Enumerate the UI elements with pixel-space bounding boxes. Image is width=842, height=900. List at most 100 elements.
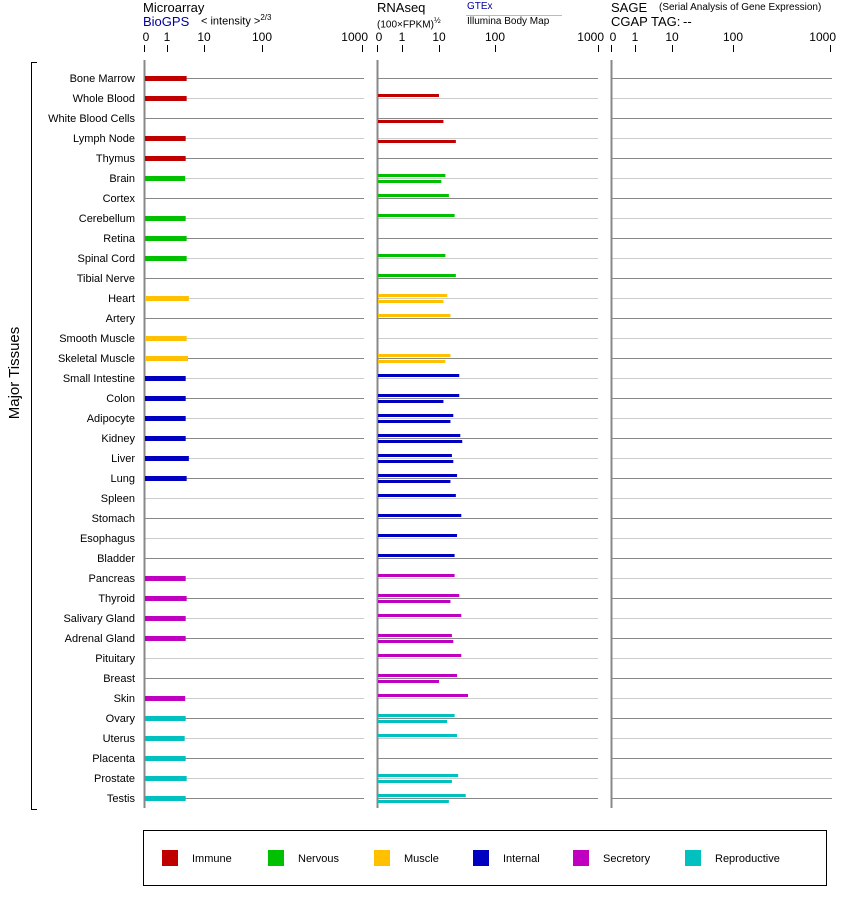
tissue-label: Spinal Cord bbox=[78, 253, 135, 265]
divider bbox=[466, 15, 562, 16]
microarray-bar bbox=[145, 156, 186, 161]
illumina-bar bbox=[378, 140, 456, 143]
illumina-bar bbox=[378, 120, 444, 123]
tick-label: 100 bbox=[485, 30, 505, 44]
tissue-label: Thyroid bbox=[98, 593, 135, 605]
tick-label: 1000 bbox=[341, 30, 368, 44]
biogps-link[interactable]: BioGPS bbox=[143, 14, 190, 29]
legend-swatch bbox=[473, 850, 489, 866]
legend-swatch bbox=[374, 850, 390, 866]
tissue-label: Breast bbox=[103, 673, 135, 685]
gtex-bar bbox=[378, 594, 460, 597]
gtex-bar bbox=[378, 694, 469, 697]
tissue-label: Tibial Nerve bbox=[77, 273, 135, 285]
tissue-label: Thymus bbox=[96, 153, 136, 165]
illumina-bar bbox=[378, 300, 444, 303]
microarray-bar bbox=[145, 736, 185, 741]
tissue-label: Pituitary bbox=[95, 653, 135, 665]
tissue-label: Smooth Muscle bbox=[59, 333, 135, 345]
gtex-bar bbox=[378, 454, 452, 457]
tick-label: 1000 bbox=[809, 30, 836, 44]
tick-label: 10 bbox=[665, 30, 679, 44]
microarray-bar bbox=[145, 76, 187, 81]
illumina-bar bbox=[378, 420, 451, 423]
tissue-label: Small Intestine bbox=[63, 373, 135, 385]
gtex-bar bbox=[378, 474, 458, 477]
microarray-bar bbox=[145, 376, 186, 381]
tissue-label: Cortex bbox=[103, 193, 136, 205]
gtex-bar bbox=[378, 394, 460, 397]
legend-label: Internal bbox=[503, 853, 540, 865]
tissue-label: Stomach bbox=[92, 513, 135, 525]
tissue-label: Skeletal Muscle bbox=[58, 353, 135, 365]
gtex-bar bbox=[378, 274, 456, 277]
gtex-bar bbox=[378, 554, 455, 557]
legend-box bbox=[143, 830, 827, 886]
microarray-bar bbox=[145, 716, 186, 721]
rnaseq-title: RNAseq bbox=[377, 0, 426, 15]
tick-label: 1 bbox=[164, 30, 171, 44]
legend-label: Nervous bbox=[298, 853, 339, 865]
gtex-bar bbox=[378, 354, 451, 357]
tissue-label: Salivary Gland bbox=[63, 613, 135, 625]
y-axis-label: Major Tissues bbox=[6, 327, 23, 420]
tissue-label: Whole Blood bbox=[73, 93, 135, 105]
microarray-bar bbox=[145, 336, 187, 341]
tick-label: 10 bbox=[432, 30, 446, 44]
tissue-label: White Blood Cells bbox=[48, 113, 135, 125]
gtex-bar bbox=[378, 214, 455, 217]
gtex-bar bbox=[378, 494, 456, 497]
microarray-bar bbox=[145, 776, 187, 781]
illumina-bar bbox=[378, 680, 439, 683]
illumina-bar bbox=[378, 800, 449, 803]
tissue-label: Adrenal Gland bbox=[65, 633, 135, 645]
illumina-bar bbox=[378, 460, 454, 463]
gtex-bar bbox=[378, 534, 458, 537]
gtex-bar bbox=[378, 194, 449, 197]
legend-label: Muscle bbox=[404, 853, 439, 865]
tissue-label: Uterus bbox=[103, 733, 136, 745]
gtex-bar bbox=[378, 794, 466, 797]
tick-label: 1 bbox=[632, 30, 639, 44]
tissue-label: Colon bbox=[106, 393, 135, 405]
microarray-bar bbox=[145, 456, 189, 461]
microarray-bar bbox=[145, 756, 186, 761]
legend-swatch bbox=[685, 850, 701, 866]
illumina-label: Illumina Body Map bbox=[467, 16, 550, 27]
tissue-label: Lymph Node bbox=[73, 133, 135, 145]
legend-label: Immune bbox=[192, 853, 232, 865]
tissue-label: Cerebellum bbox=[79, 213, 135, 225]
gtex-bar bbox=[378, 174, 446, 177]
microarray-bar bbox=[145, 476, 187, 481]
tissue-label: Heart bbox=[108, 293, 135, 305]
microarray-title: Microarray bbox=[143, 0, 205, 15]
illumina-bar bbox=[378, 180, 442, 183]
microarray-bar bbox=[145, 296, 189, 301]
tissue-label: Skin bbox=[114, 693, 135, 705]
unit-exponent: 2/3 bbox=[260, 13, 272, 22]
tissue-label: Placenta bbox=[92, 753, 136, 765]
tick-label: 0 bbox=[376, 30, 383, 44]
gtex-bar bbox=[378, 434, 461, 437]
illumina-bar bbox=[378, 720, 448, 723]
tissue-label: Brain bbox=[109, 173, 135, 185]
microarray-bar bbox=[145, 256, 187, 261]
gtex-bar bbox=[378, 414, 454, 417]
tick-label: 0 bbox=[610, 30, 617, 44]
illumina-bar bbox=[378, 360, 446, 363]
gtex-bar bbox=[378, 774, 459, 777]
microarray-bar bbox=[145, 696, 186, 701]
sage-title: SAGE bbox=[611, 0, 648, 15]
microarray-unit: < intensity >2/3 bbox=[201, 13, 271, 28]
gtex-bar bbox=[378, 734, 458, 737]
unit-text: < intensity > bbox=[201, 15, 261, 28]
gtex-link[interactable]: GTEx bbox=[467, 1, 493, 12]
microarray-bar bbox=[145, 436, 186, 441]
illumina-bar bbox=[378, 440, 463, 443]
tissue-label: Bladder bbox=[97, 553, 135, 565]
tissue-label: Pancreas bbox=[89, 573, 136, 585]
tick-label: 100 bbox=[252, 30, 272, 44]
unit-text: (100×FPKM) bbox=[377, 19, 434, 31]
gtex-bar bbox=[378, 674, 458, 677]
